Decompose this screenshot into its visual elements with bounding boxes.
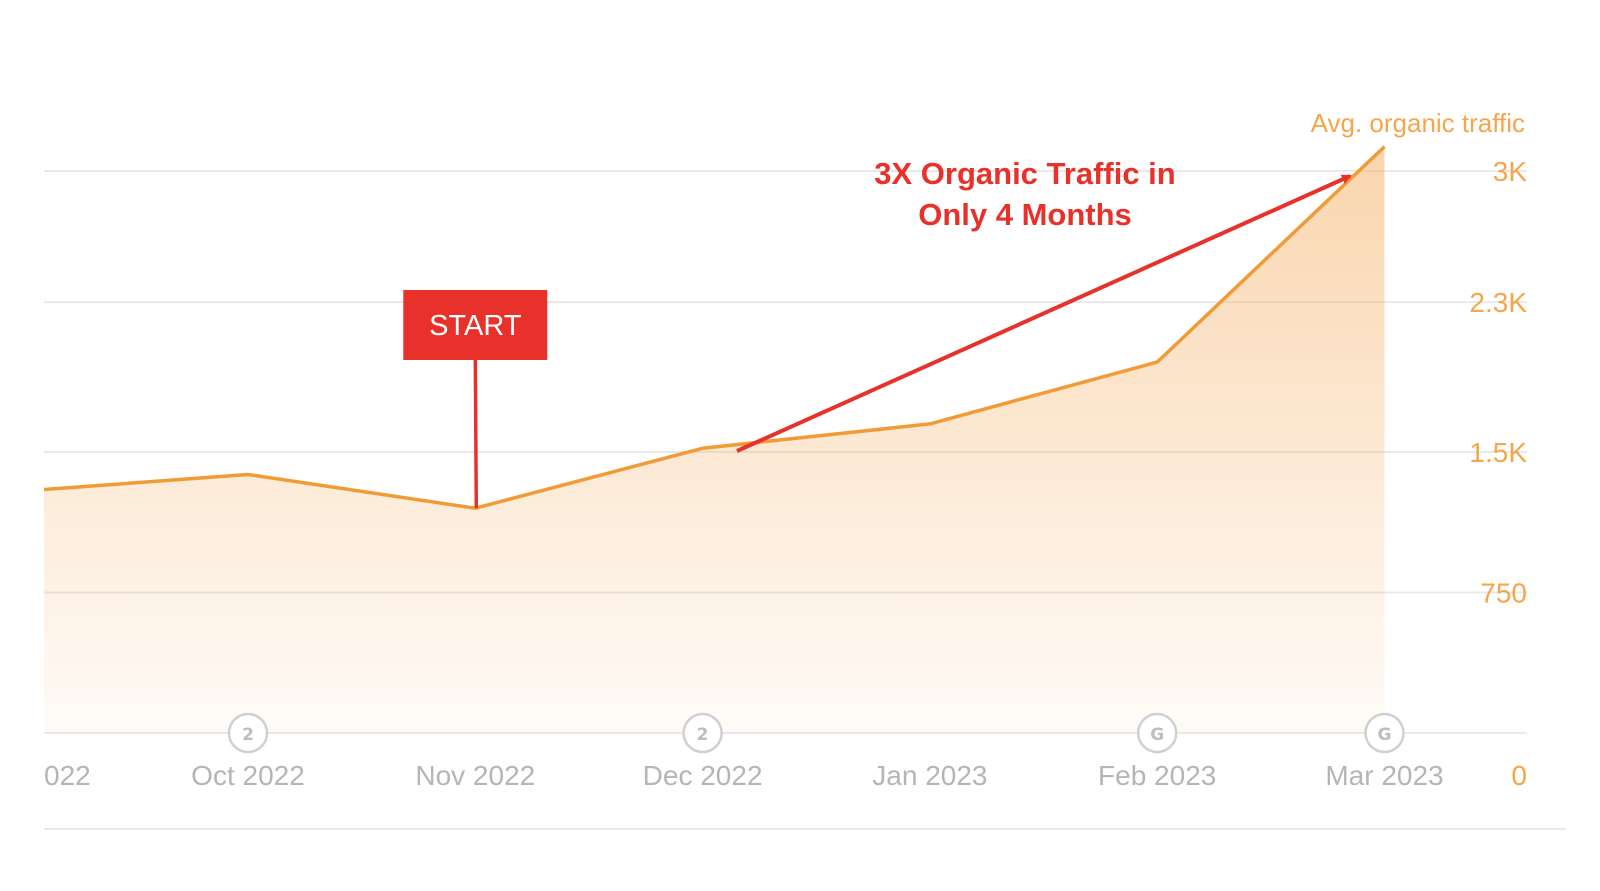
start-pole [473, 355, 479, 509]
event-marker-label: G [1150, 725, 1164, 745]
growth-annotation: 3X Organic Traffic in Only 4 Months [736, 156, 1352, 453]
x-tick-label: 022 [44, 760, 91, 791]
x-tick-label: Mar 2023 [1325, 760, 1443, 791]
chart-title: Avg. organic traffic [1311, 108, 1525, 138]
event-marker-label: 2 [242, 725, 254, 745]
start-label: START [429, 310, 522, 342]
y-tick-label: 3K [1493, 156, 1528, 187]
x-tick-label: Jan 2023 [872, 760, 987, 791]
event-marker-label: G [1378, 725, 1392, 745]
x-tick-label: Oct 2022 [191, 760, 305, 791]
x-axis-labels: 022 Oct 2022 Nov 2022 Dec 2022 Jan 2023 Feb 2… [44, 760, 1444, 791]
x-tick-label: Feb 2023 [1098, 760, 1216, 791]
x-tick-label: Dec 2022 [643, 760, 763, 791]
start-box [403, 290, 548, 360]
event-marker-circle[interactable] [682, 712, 723, 754]
event-marker-label: 2 [697, 725, 709, 745]
traffic-area-fill [44, 146, 1385, 734]
x-tick-label: Nov 2022 [415, 760, 535, 791]
event-markers: 2 2 G G [227, 712, 1405, 754]
traffic-series-line [43, 145, 1386, 510]
y-tick-label: 1.5K [1469, 437, 1527, 468]
growth-arrow [736, 174, 1352, 453]
growth-annotation-line2: Only 4 Months [918, 197, 1132, 232]
y-tick-label: 2.3K [1469, 287, 1527, 318]
growth-annotation-line1: 3X Organic Traffic in [874, 156, 1175, 191]
y-axis-labels: 0 750 1.5K 2.3K 3K [1469, 156, 1527, 791]
event-marker-circle[interactable] [1364, 712, 1405, 754]
event-marker-circle[interactable] [227, 712, 269, 754]
event-marker-circle[interactable] [1136, 712, 1178, 754]
y-tick-label: 0 [1511, 760, 1527, 791]
start-annotation: START [403, 290, 548, 509]
y-tick-label: 750 [1480, 578, 1527, 609]
